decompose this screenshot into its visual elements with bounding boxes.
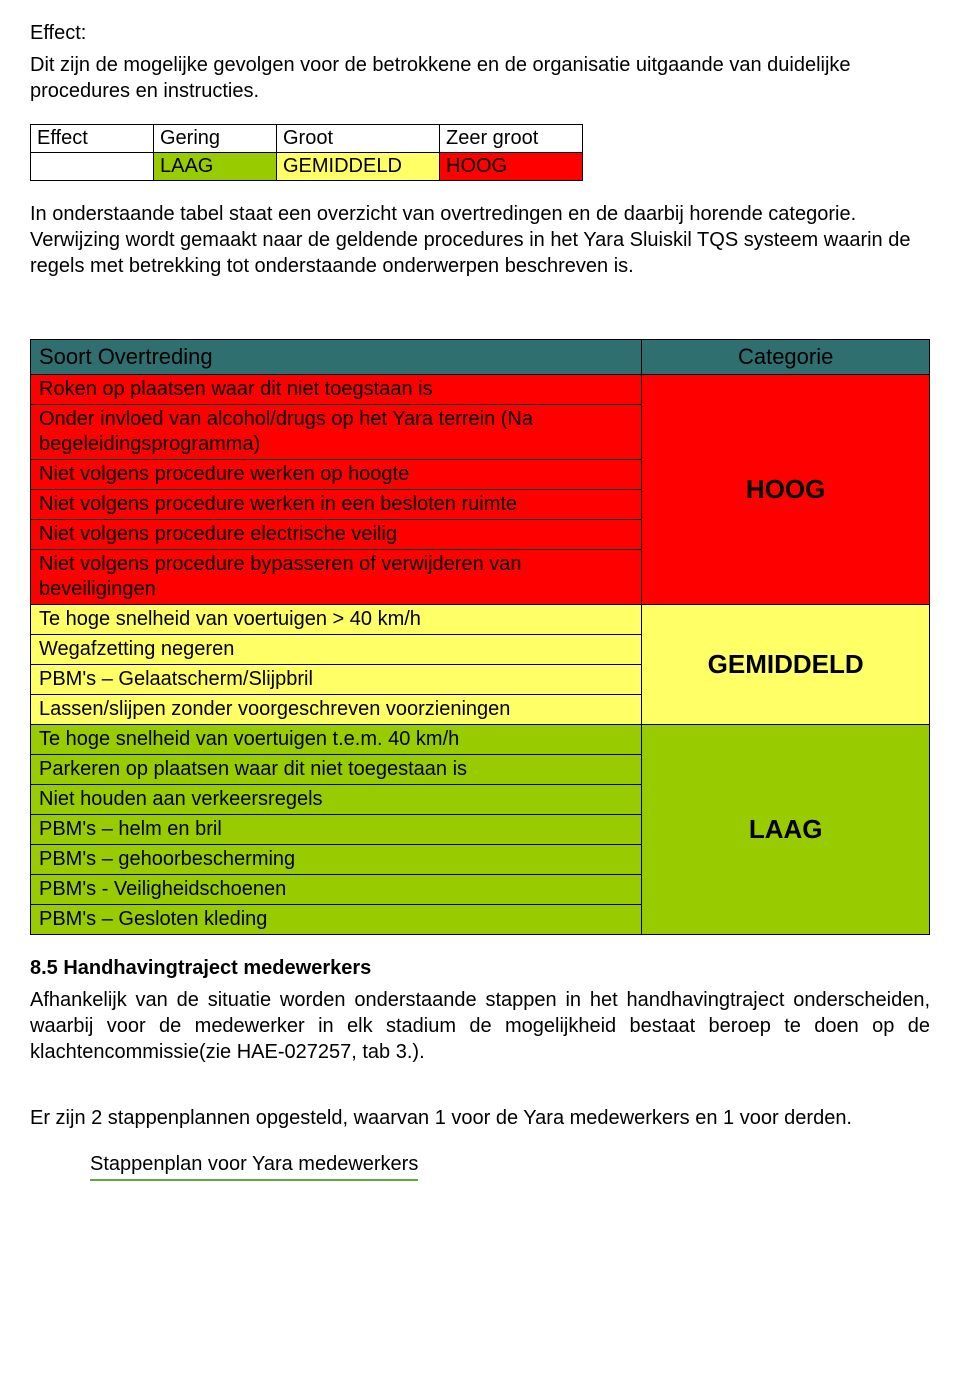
ovt-laag-row: PBM's – helm en bril xyxy=(31,815,642,845)
section-8-5-para: Afhankelijk van de situatie worden onder… xyxy=(30,987,930,1065)
effect-r2c4: HOOG xyxy=(440,153,583,181)
effect-r2c3: GEMIDDELD xyxy=(277,153,440,181)
ovt-laag-row: PBM's – gehoorbescherming xyxy=(31,845,642,875)
ovt-laag-label: LAAG xyxy=(642,725,930,935)
effect-r1c2: Gering xyxy=(154,125,277,153)
ovt-gem-row: Te hoge snelheid van voertuigen > 40 km/… xyxy=(31,605,642,635)
effect-r1c3: Groot xyxy=(277,125,440,153)
ovt-gem-row: Lassen/slijpen zonder voorgeschreven voo… xyxy=(31,695,642,725)
ovt-hoog-label: HOOG xyxy=(642,375,930,605)
para-plans: Er zijn 2 stappenplannen opgesteld, waar… xyxy=(30,1105,930,1131)
effect-r2c1 xyxy=(31,153,154,181)
effect-table: Effect Gering Groot Zeer groot LAAG GEMI… xyxy=(30,124,583,181)
ovt-hoog-row: Onder invloed van alcohol/drugs op het Y… xyxy=(31,405,642,460)
ovt-laag-row: Niet houden aan verkeersregels xyxy=(31,785,642,815)
ovt-hoog-row: Niet volgens procedure electrische veili… xyxy=(31,520,642,550)
ovt-laag-row: PBM's – Gesloten kleding xyxy=(31,905,642,935)
effect-label: Effect: xyxy=(30,20,930,46)
effect-r2c2: LAAG xyxy=(154,153,277,181)
ovt-gem-row: Wegafzetting negeren xyxy=(31,635,642,665)
section-8-5-heading: 8.5 Handhavingtraject medewerkers xyxy=(30,955,930,981)
ovt-laag-row: Te hoge snelheid van voertuigen t.e.m. 4… xyxy=(31,725,642,755)
effect-r1c1: Effect xyxy=(31,125,154,153)
ovt-laag-row: Parkeren op plaatsen waar dit niet toege… xyxy=(31,755,642,785)
stappenplan-heading: Stappenplan voor Yara medewerkers xyxy=(90,1151,418,1181)
para-overview: In onderstaande tabel staat een overzich… xyxy=(30,201,930,279)
effect-text: Dit zijn de mogelijke gevolgen voor de b… xyxy=(30,52,930,104)
ovt-gem-label: GEMIDDELD xyxy=(642,605,930,725)
ovt-gem-row: PBM's – Gelaatscherm/Slijpbril xyxy=(31,665,642,695)
ovt-hoog-row: Niet volgens procedure werken op hoogte xyxy=(31,460,642,490)
ovt-hoog-row: Roken op plaatsen waar dit niet toegstaa… xyxy=(31,375,642,405)
ovt-header-left: Soort Overtreding xyxy=(31,340,642,375)
ovt-hoog-row: Niet volgens procedure werken in een bes… xyxy=(31,490,642,520)
ovt-hoog-row: Niet volgens procedure bypasseren of ver… xyxy=(31,550,642,605)
ovt-header-right: Categorie xyxy=(642,340,930,375)
effect-r1c4: Zeer groot xyxy=(440,125,583,153)
overtreding-table: Soort Overtreding Categorie Roken op pla… xyxy=(30,339,930,935)
ovt-laag-row: PBM's - Veiligheidschoenen xyxy=(31,875,642,905)
